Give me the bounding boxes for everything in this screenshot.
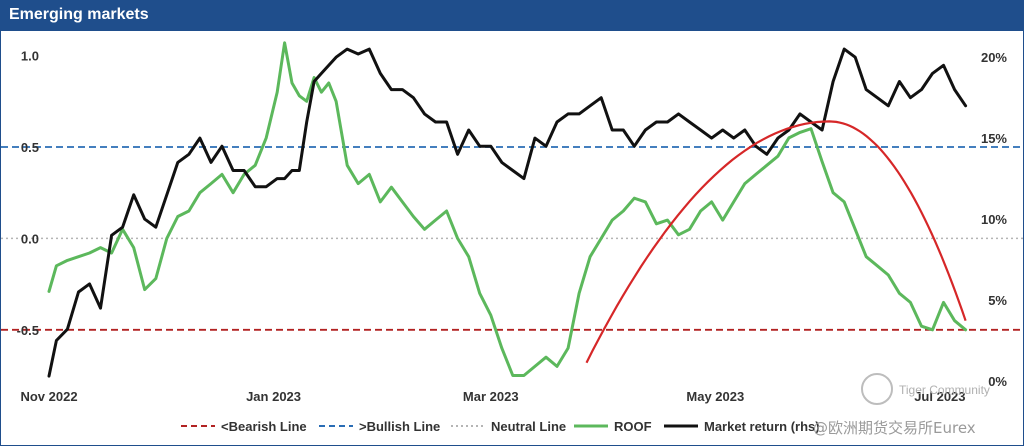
- watermark: Tiger Community @欧洲期货交易所Eurex: [813, 373, 990, 437]
- roof-series: [47, 41, 968, 377]
- red-arc-annotation: [585, 120, 967, 364]
- x-axis-ticks: Nov 2022 Jan 2023 Mar 2023 May 2023 Jul 2023: [20, 389, 965, 404]
- reference-lines: [1, 146, 1023, 331]
- tiger-logo-icon: [861, 373, 893, 405]
- right-axis-ticks: 0% 5% 10% 15% 20%: [981, 50, 1007, 389]
- x-tick-label: Jan 2023: [246, 389, 301, 404]
- right-tick-label: 0%: [988, 374, 1007, 389]
- market-return-line: [47, 47, 968, 378]
- market-return-series: [47, 47, 968, 378]
- left-tick-label: 0.5: [21, 140, 39, 155]
- watermark-source: @欧洲期货交易所Eurex: [813, 419, 976, 437]
- legend-label: <Bearish Line: [221, 419, 307, 434]
- legend-label: >Bullish Line: [359, 419, 440, 434]
- watermark-brand: Tiger Community: [899, 383, 990, 397]
- legend-label: Market return (rhs): [704, 419, 820, 434]
- right-tick-label: 20%: [981, 50, 1007, 65]
- left-tick-label: -0.5: [17, 323, 39, 338]
- right-tick-label: 5%: [988, 293, 1007, 308]
- x-tick-label: May 2023: [686, 389, 744, 404]
- x-tick-label: Jul 2023: [914, 389, 965, 404]
- left-axis-ticks: 1.0 0.5 0.0 -0.5: [17, 49, 39, 338]
- arc-curve: [585, 120, 967, 364]
- chart-title: Emerging markets: [9, 6, 149, 23]
- x-tick-label: Nov 2022: [20, 389, 77, 404]
- right-tick-label: 10%: [981, 212, 1007, 227]
- legend-label: ROOF: [614, 419, 652, 434]
- legend-label: Neutral Line: [491, 419, 566, 434]
- left-tick-label: 0.0: [21, 231, 39, 246]
- x-tick-label: Mar 2023: [463, 389, 519, 404]
- roof-line: [47, 41, 968, 377]
- title-bar: Emerging markets: [1, 1, 1023, 31]
- right-tick-label: 15%: [981, 131, 1007, 146]
- legend: <Bearish Line >Bullish Line Neutral Line RO…: [181, 419, 820, 434]
- left-tick-label: 1.0: [21, 49, 39, 64]
